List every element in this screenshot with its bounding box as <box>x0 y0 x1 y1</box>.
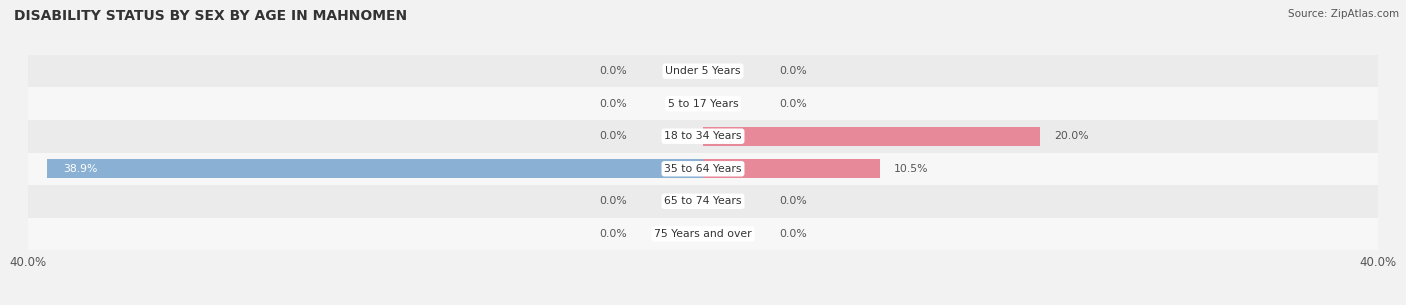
Text: 5 to 17 Years: 5 to 17 Years <box>668 99 738 109</box>
Text: 0.0%: 0.0% <box>779 99 807 109</box>
Text: Source: ZipAtlas.com: Source: ZipAtlas.com <box>1288 9 1399 19</box>
Bar <box>28 120 1378 152</box>
Text: 0.0%: 0.0% <box>779 229 807 239</box>
Bar <box>28 55 1378 88</box>
Text: 0.0%: 0.0% <box>599 66 627 76</box>
Text: DISABILITY STATUS BY SEX BY AGE IN MAHNOMEN: DISABILITY STATUS BY SEX BY AGE IN MAHNO… <box>14 9 408 23</box>
Bar <box>28 88 1378 120</box>
Text: 0.0%: 0.0% <box>599 229 627 239</box>
Bar <box>28 185 1378 217</box>
Text: 38.9%: 38.9% <box>63 164 98 174</box>
Text: 0.0%: 0.0% <box>599 131 627 141</box>
Text: 65 to 74 Years: 65 to 74 Years <box>664 196 742 206</box>
Text: Under 5 Years: Under 5 Years <box>665 66 741 76</box>
Bar <box>28 152 1378 185</box>
Text: 0.0%: 0.0% <box>779 196 807 206</box>
Bar <box>46 159 703 178</box>
Text: 35 to 64 Years: 35 to 64 Years <box>664 164 742 174</box>
Text: 20.0%: 20.0% <box>1054 131 1088 141</box>
Bar <box>703 159 880 178</box>
Text: 0.0%: 0.0% <box>599 99 627 109</box>
Text: 18 to 34 Years: 18 to 34 Years <box>664 131 742 141</box>
Bar <box>703 127 1040 146</box>
Bar <box>28 217 1378 250</box>
Text: 0.0%: 0.0% <box>779 66 807 76</box>
Text: 75 Years and over: 75 Years and over <box>654 229 752 239</box>
Text: 10.5%: 10.5% <box>894 164 928 174</box>
Text: 0.0%: 0.0% <box>599 196 627 206</box>
